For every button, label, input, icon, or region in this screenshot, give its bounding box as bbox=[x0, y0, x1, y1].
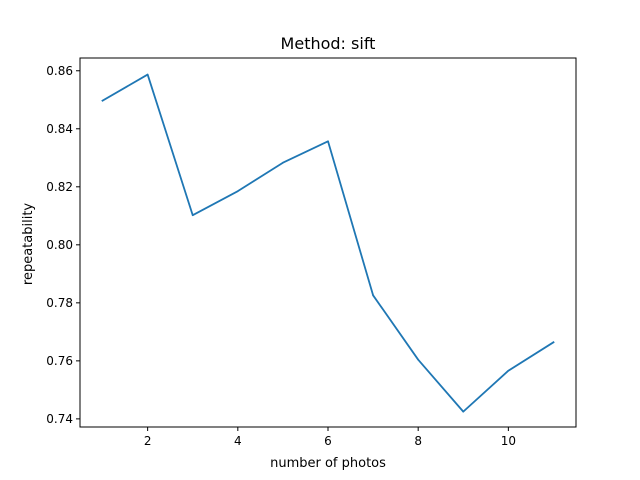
data-point bbox=[237, 190, 239, 192]
y-tick-label: 0.78 bbox=[46, 296, 73, 310]
data-point bbox=[372, 294, 374, 297]
x-tick-label: 8 bbox=[414, 434, 422, 448]
data-point bbox=[552, 341, 555, 344]
x-axis-label: number of photos bbox=[270, 456, 386, 471]
y-axis-label: repeatability bbox=[21, 203, 36, 286]
data-point bbox=[327, 140, 329, 143]
data-point bbox=[146, 73, 149, 76]
x-tick-label: 4 bbox=[234, 434, 242, 448]
x-tick-label: 2 bbox=[144, 434, 152, 448]
data-point bbox=[507, 369, 510, 372]
data-point bbox=[191, 214, 194, 217]
data-point bbox=[417, 358, 419, 361]
y-tick-label: 0.86 bbox=[46, 64, 73, 78]
chart-title: Method: sift bbox=[281, 34, 376, 53]
y-tick-label: 0.80 bbox=[46, 238, 73, 252]
y-tick-label: 0.82 bbox=[46, 180, 73, 194]
data-point bbox=[282, 161, 284, 164]
y-tick-label: 0.76 bbox=[46, 354, 73, 368]
y-tick-label: 0.74 bbox=[46, 412, 73, 426]
data-point bbox=[462, 410, 465, 413]
plot-area: 2 4 6 8 10 0.74 0.76 0.78 0.80 0.82 0.84 0.86 bbox=[46, 57, 577, 448]
data-point bbox=[101, 99, 104, 102]
x-tick-label: 6 bbox=[324, 434, 332, 448]
x-tick-label: 10 bbox=[501, 434, 516, 448]
y-tick-label: 0.84 bbox=[46, 122, 73, 136]
